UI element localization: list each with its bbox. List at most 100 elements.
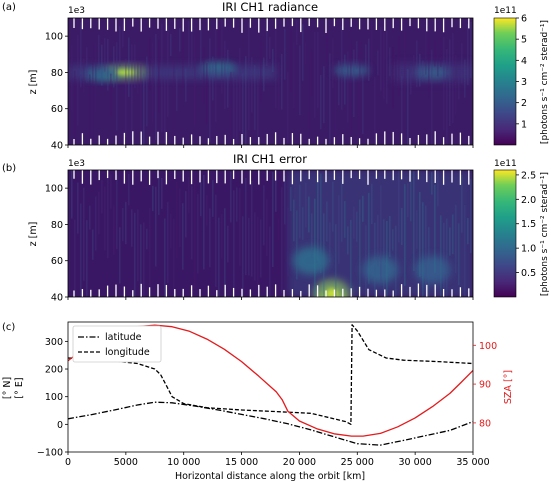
panel-a-streak: [95, 43, 97, 113]
panel-b-streak: [311, 213, 313, 259]
panel-a-streak: [371, 21, 373, 73]
panel-b-streak: [404, 184, 406, 286]
panel-a-streak: [89, 74, 91, 145]
panel-a-streak: [254, 64, 256, 131]
panel-a-heatmap: [68, 18, 473, 145]
panel-b-streak: [461, 175, 463, 233]
panel-a-streak: [332, 39, 334, 89]
panel-b-streak: [287, 207, 289, 277]
panel-a-emission-layer: [392, 63, 473, 82]
panel-a-streak: [467, 24, 469, 86]
panel-c-xtick-label: 10 000: [167, 457, 200, 468]
panel-b-streak: [245, 178, 247, 276]
panel-b-cbar-label: [photons s⁻¹ cm⁻² sterad⁻¹]: [540, 172, 550, 296]
panel-b-streak: [176, 182, 178, 259]
panel-a-streak: [320, 74, 322, 130]
panel-a-streak: [101, 44, 103, 86]
panel-c-y2tick-label: 80: [479, 418, 491, 429]
panel-a-streak: [416, 40, 418, 88]
panel-a-features: [68, 62, 473, 82]
panel-c-y2-axis: 80 90 100: [473, 341, 497, 429]
panel-b-streak: [371, 183, 373, 225]
panel-a-streak: [311, 50, 313, 96]
panel-a-streak: [398, 36, 400, 96]
panel-b-streak: [350, 219, 352, 294]
panel-a-streak: [137, 62, 139, 95]
panel-a-streak: [452, 33, 454, 124]
panel-a-streak: [296, 19, 298, 46]
panel-a-streak: [155, 34, 157, 141]
panel-a-streak: [422, 60, 424, 82]
panel-c-xtick-label: 35 000: [456, 457, 489, 468]
panel-b-streak: [413, 171, 415, 272]
panel-b-streak: [380, 185, 382, 284]
panel-a-streak: [392, 47, 394, 109]
panel-a-ytick-label: 60: [51, 104, 63, 115]
panel-b-streak: [95, 196, 97, 251]
panel-a-emission-layer: [68, 65, 277, 80]
panel-a-white-markers: [73, 18, 470, 145]
panel-a-streak: [236, 76, 238, 145]
panel-a-streak: [335, 73, 337, 145]
panel-b-streak: [395, 225, 397, 297]
panel-a-streak: [77, 35, 79, 126]
panel-b-streak: [101, 179, 103, 214]
panel-b: (b) IRI CH1 error 1e3 40 60 80 100 z [m] 1e…: [2, 152, 550, 304]
panel-c-ylabel: [° N] [° E]: [2, 377, 25, 399]
panel-a-cbar-tick-label: 3: [521, 77, 527, 88]
panel-a-streak: [194, 35, 196, 127]
panel-a-ylabel: z [m]: [28, 70, 39, 95]
panel-a-streak: [455, 54, 457, 114]
panel-a-streak: [380, 27, 382, 91]
panel-b-streak: [326, 201, 328, 242]
panel-b-streak: [260, 219, 262, 278]
panel-a-streak: [365, 44, 367, 73]
panel-b-streak: [98, 191, 100, 235]
panel-b-streak: [419, 192, 421, 277]
panel-b-streak: [272, 172, 274, 267]
panel-b-streak: [431, 171, 433, 195]
panel-b-streak: [437, 170, 439, 207]
panel-b-streak: [185, 191, 187, 238]
panel-a-streak: [116, 42, 118, 131]
panel-a-streak: [302, 24, 304, 81]
panel-b-streak: [401, 208, 403, 246]
panel-b-streak: [188, 177, 190, 214]
panel-b-streak: [206, 195, 208, 226]
panel-a-ytick-label: 40: [51, 141, 63, 152]
panel-b-streak: [425, 205, 427, 297]
panel-b-streak: [233, 190, 235, 289]
panel-b-streak: [422, 202, 424, 297]
panel-a-streak: [281, 53, 283, 110]
panel-b-cbar-tick-label: 1.0: [521, 244, 536, 255]
panel-a-streak: [143, 73, 145, 145]
panel-a-ytick-label: 80: [51, 68, 63, 79]
panel-b-streak: [443, 222, 445, 297]
panel-b-streak: [140, 224, 142, 297]
panel-b-streak: [155, 186, 157, 267]
panel-b-label: (b): [2, 163, 16, 174]
panel-c-xtick-label: 25 000: [341, 457, 374, 468]
panel-b-streak: [149, 208, 151, 297]
panel-b-streak: [452, 214, 454, 255]
panel-b-streak: [308, 196, 310, 233]
panel-a-cbar-tick-label: 1: [521, 119, 527, 130]
panel-a-streak: [275, 29, 277, 109]
panel-c-y2tick-label: 90: [479, 380, 491, 391]
panel-b-ytick-label: 100: [45, 184, 63, 195]
panel-a-streak: [68, 51, 70, 83]
panel-a-frame: [67, 17, 474, 146]
panel-c-ytick-label: 0: [57, 420, 63, 431]
panel-b-streak: [470, 179, 472, 254]
panel-b-streak: [353, 206, 355, 239]
panel-a-streak: [113, 46, 115, 88]
panel-b-streak: [242, 216, 244, 297]
panel-a-streak: [215, 22, 217, 122]
panel-b-streak: [221, 213, 223, 259]
panel-b-cbar-offset: 1e11: [494, 159, 517, 169]
panel-a-streak: [362, 73, 364, 134]
panel-b-streak: [275, 180, 277, 212]
panel-a-streak: [158, 39, 160, 113]
